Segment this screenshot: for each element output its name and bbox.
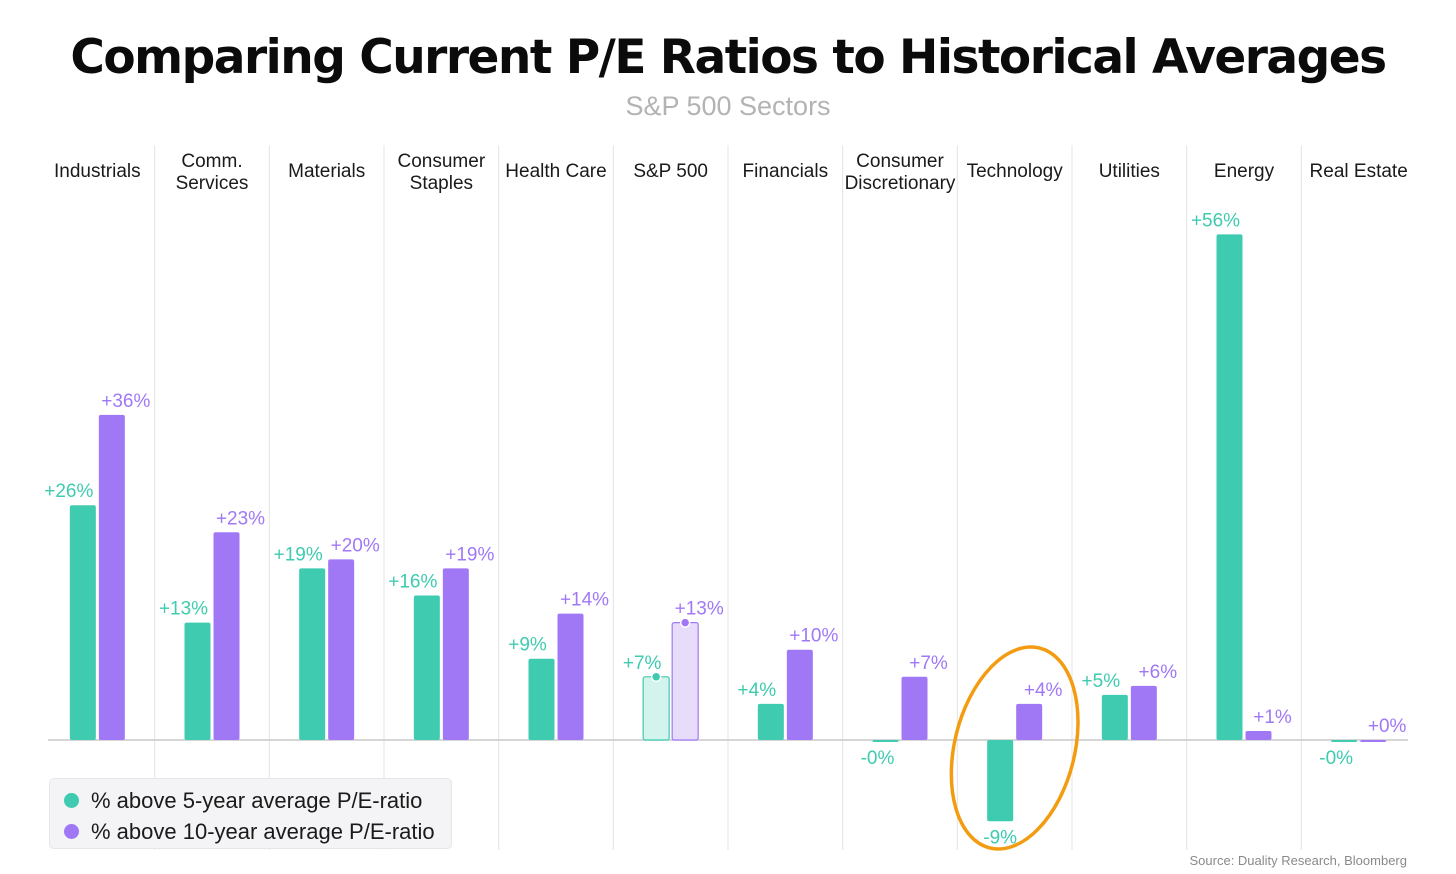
value-label-ten-year-comm-services: +23% xyxy=(216,508,265,529)
bar-five-year-materials xyxy=(299,568,326,740)
value-label-ten-year-health-care: +14% xyxy=(560,590,609,611)
bar-five-year-energy xyxy=(1216,234,1243,740)
value-label-ten-year-industrials: +36% xyxy=(101,391,150,412)
value-label-ten-year-materials: +20% xyxy=(331,535,380,556)
bar-ten-year-utilities xyxy=(1130,685,1157,740)
value-label-five-year-s-p-500: +7% xyxy=(623,653,662,674)
bar-five-year-health-care xyxy=(528,658,555,740)
bar-five-year-comm-services xyxy=(184,622,211,740)
highlight-circle-technology xyxy=(949,645,1080,851)
value-label-five-year-consumer-staples: +16% xyxy=(388,572,437,593)
category-label-consumer-staples: Consumer xyxy=(398,151,486,172)
bar-five-year-utilities xyxy=(1101,694,1128,740)
value-label-five-year-energy: +56% xyxy=(1191,210,1240,231)
category-label-comm-services: Services xyxy=(176,173,249,194)
bar-five-year-real-estate xyxy=(1331,740,1358,742)
bar-ten-year-consumer-discretionary xyxy=(901,676,928,740)
bar-ten-year-s-p-500 xyxy=(671,622,699,741)
legend-item-ten-year: % above 10-year average P/E-ratio xyxy=(50,816,451,847)
value-label-ten-year-s-p-500: +13% xyxy=(675,599,724,620)
benchmark-marker-ten-year xyxy=(679,617,691,628)
value-label-five-year-consumer-discretionary: -0% xyxy=(861,748,895,769)
value-label-five-year-health-care: +9% xyxy=(508,635,547,656)
value-label-ten-year-technology: +4% xyxy=(1024,680,1063,701)
value-label-five-year-utilities: +5% xyxy=(1082,671,1121,692)
value-label-ten-year-consumer-discretionary: +7% xyxy=(909,653,948,674)
value-label-ten-year-utilities: +6% xyxy=(1139,662,1178,683)
legend-label-five-year: % above 5-year average P/E-ratio xyxy=(91,787,423,813)
category-label-industrials: Industrials xyxy=(54,161,141,182)
value-label-five-year-technology: -9% xyxy=(983,827,1017,848)
bar-ten-year-health-care xyxy=(557,613,584,740)
category-label-consumer-discretionary: Discretionary xyxy=(845,173,956,194)
category-label-consumer-discretionary: Consumer xyxy=(856,151,944,172)
legend-swatch-ten-year xyxy=(64,824,79,839)
category-label-s-p-500: S&P 500 xyxy=(633,161,708,182)
value-label-five-year-comm-services: +13% xyxy=(159,599,208,620)
value-label-five-year-industrials: +26% xyxy=(44,481,93,502)
value-label-five-year-financials: +4% xyxy=(738,680,777,701)
bar-ten-year-consumer-staples xyxy=(442,568,469,740)
bar-five-year-consumer-discretionary xyxy=(872,740,899,742)
chart-title: Comparing Current P/E Ratios to Historic… xyxy=(70,30,1387,85)
value-label-ten-year-real-estate: +0% xyxy=(1368,716,1407,737)
value-label-five-year-materials: +19% xyxy=(274,544,323,565)
chart-legend: % above 5-year average P/E-ratio % above… xyxy=(49,778,452,849)
category-label-utilities: Utilities xyxy=(1099,161,1160,182)
category-label-health-care: Health Care xyxy=(505,161,606,182)
value-label-five-year-real-estate: -0% xyxy=(1319,748,1353,769)
bar-ten-year-energy xyxy=(1245,730,1272,740)
value-label-ten-year-energy: +1% xyxy=(1253,707,1292,728)
bar-five-year-s-p-500 xyxy=(642,676,670,741)
category-label-comm-services: Comm. xyxy=(181,151,242,172)
category-label-real-estate: Real Estate xyxy=(1310,161,1408,182)
bar-ten-year-comm-services xyxy=(213,532,240,740)
value-label-ten-year-consumer-staples: +19% xyxy=(445,544,494,565)
bar-ten-year-real-estate xyxy=(1360,740,1387,742)
bar-ten-year-financials xyxy=(786,649,813,740)
legend-item-five-year: % above 5-year average P/E-ratio xyxy=(50,785,451,816)
chart-subtitle: S&P 500 Sectors xyxy=(625,91,831,121)
category-label-technology: Technology xyxy=(967,161,1064,182)
bar-five-year-financials xyxy=(757,703,784,740)
category-label-materials: Materials xyxy=(288,161,365,182)
category-label-energy: Energy xyxy=(1214,161,1275,182)
category-label-financials: Financials xyxy=(743,161,829,182)
bar-ten-year-industrials xyxy=(98,414,125,740)
value-label-ten-year-financials: +10% xyxy=(789,626,838,647)
bar-five-year-industrials xyxy=(69,505,96,740)
legend-label-ten-year: % above 10-year average P/E-ratio xyxy=(91,818,435,844)
legend-swatch-five-year xyxy=(64,793,79,808)
bar-five-year-technology xyxy=(987,740,1014,822)
benchmark-marker-five-year xyxy=(650,671,662,683)
bar-ten-year-materials xyxy=(328,559,355,740)
category-label-consumer-staples: Staples xyxy=(410,173,473,194)
bar-five-year-consumer-staples xyxy=(413,595,440,740)
source-note: Source: Duality Research, Bloomberg xyxy=(1189,853,1408,868)
bar-ten-year-technology xyxy=(1016,703,1043,740)
